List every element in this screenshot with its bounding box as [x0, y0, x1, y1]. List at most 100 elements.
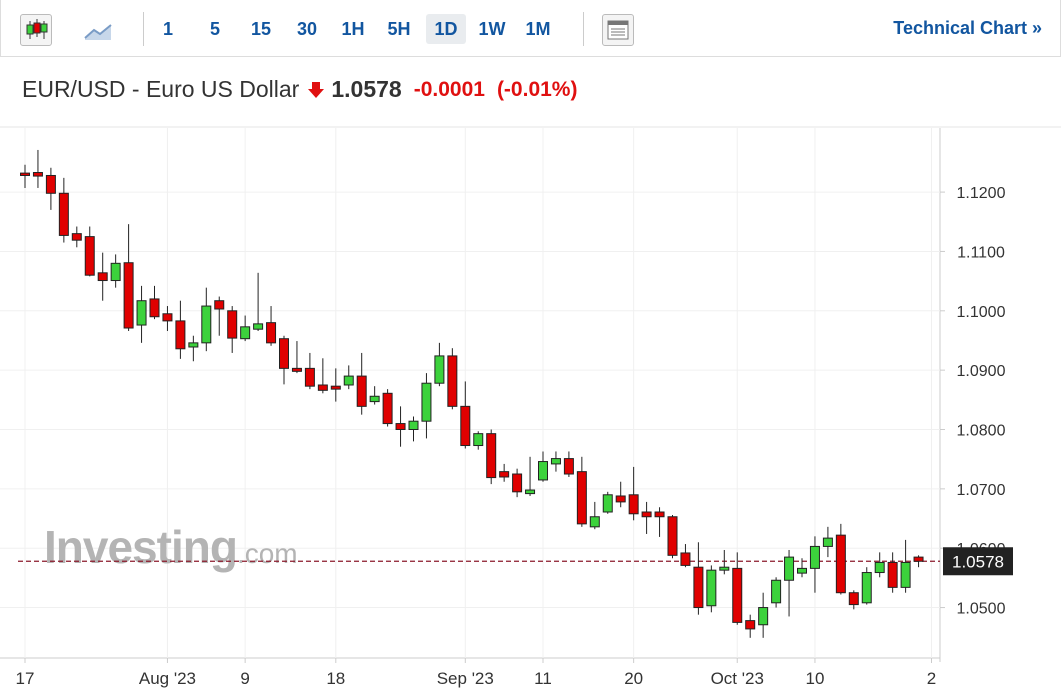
candle-body — [745, 620, 756, 630]
x-tick-label: 2 — [927, 669, 936, 688]
candle-body — [317, 384, 328, 391]
candle-body — [71, 233, 82, 241]
last-price: 1.0578 — [331, 76, 402, 102]
x-tick-label: 18 — [326, 669, 345, 688]
candle-body — [123, 262, 134, 329]
candle-body — [253, 323, 264, 330]
candle-body — [797, 567, 807, 574]
interval-button[interactable]: 15 — [250, 19, 272, 39]
candle-body — [32, 172, 43, 177]
candle-body — [291, 367, 302, 372]
candle-body — [550, 458, 561, 465]
candle-body — [58, 192, 69, 236]
candle-body — [343, 375, 354, 386]
candle-body — [809, 545, 820, 569]
candle-body — [602, 494, 613, 513]
candle-body — [654, 511, 665, 518]
candle-body — [201, 305, 212, 344]
candle-body — [356, 375, 367, 407]
candle-body — [913, 556, 924, 562]
candle-body — [136, 300, 147, 326]
quote-header: EUR/USD - Euro US Dollar 1.0578 -0.0001 … — [22, 76, 577, 103]
candle-body — [304, 367, 315, 387]
interval-button[interactable]: 1H — [341, 19, 365, 39]
candle-body — [473, 433, 484, 447]
candle-body — [175, 320, 186, 350]
y-tick-label: 1.0500 — [957, 601, 1006, 618]
table-icon[interactable] — [602, 14, 634, 46]
watermark: Investing.com — [44, 521, 298, 573]
area-icon[interactable] — [82, 14, 114, 46]
candle-body — [97, 272, 108, 282]
y-tick-label: 1.0600 — [957, 541, 1006, 558]
x-tick-label: Aug '23 — [139, 669, 196, 688]
candle-body — [706, 569, 717, 607]
candle-body — [408, 420, 419, 431]
interval-button[interactable]: 1W — [478, 19, 506, 39]
candle-body — [680, 552, 691, 566]
technical-chart-link[interactable]: Technical Chart » — [893, 18, 1042, 38]
last-price-label: 1.0578 — [952, 552, 1004, 571]
x-tick-label: 10 — [805, 669, 824, 688]
candle-body — [784, 556, 795, 581]
x-tick-label: 20 — [624, 669, 643, 688]
candle-body — [421, 382, 432, 422]
interval-button[interactable]: 1D — [426, 14, 466, 44]
price-change-percent: (-0.01%) — [496, 77, 578, 101]
candle-body — [861, 572, 872, 604]
watermark-brand: Investing — [44, 521, 237, 573]
candle-body — [266, 322, 277, 344]
candle-body — [447, 355, 458, 407]
interval-button[interactable]: 1M — [525, 19, 551, 39]
icon — [84, 24, 112, 40]
y-tick-label: 1.1000 — [957, 304, 1006, 321]
interval-button[interactable]: 30 — [296, 19, 318, 39]
candle-body — [563, 458, 574, 475]
y-tick-label: 1.1100 — [957, 244, 1005, 261]
x-tick-label: 11 — [534, 669, 552, 688]
candle-body — [162, 313, 173, 322]
x-tick-label: Sep '23 — [437, 669, 494, 688]
toolbar: 1 5 15 30 1H 5H 1D 1W 1M Technical Chart » — [0, 0, 1061, 57]
x-tick-label: 17 — [16, 669, 35, 688]
candle-body — [900, 561, 911, 588]
candle-body — [227, 310, 238, 339]
icon — [607, 20, 629, 40]
candle-body — [434, 355, 445, 384]
icon — [26, 19, 48, 39]
candle-body — [214, 300, 225, 310]
candle-body — [732, 567, 743, 623]
candle-body — [576, 471, 587, 525]
candle-body — [369, 395, 380, 403]
candle-body — [525, 489, 536, 495]
candle-body — [758, 607, 769, 626]
candle-body — [110, 262, 121, 282]
separator — [583, 12, 584, 46]
candle-body — [279, 338, 289, 369]
candle-body — [835, 534, 846, 594]
candle-body — [719, 566, 730, 571]
candle-body — [240, 326, 251, 340]
candle-body — [538, 461, 548, 481]
candle-body — [395, 423, 406, 431]
candle-body — [499, 471, 510, 478]
interval-button[interactable]: 1 — [162, 19, 173, 39]
down-arrow — [308, 81, 325, 98]
candlestick-icon[interactable] — [20, 14, 52, 46]
x-tick-label: 9 — [240, 669, 249, 688]
price-change: -0.0001 — [413, 77, 485, 101]
candle-body — [486, 433, 497, 479]
instrument-name: EUR/USD - Euro US Dollar — [22, 76, 300, 102]
candle-body — [188, 342, 199, 348]
y-tick-label: 1.0800 — [957, 423, 1006, 440]
interval-button[interactable]: 5H — [387, 19, 411, 39]
candle-body — [512, 473, 523, 493]
candle-body — [887, 561, 898, 588]
candle-body — [667, 516, 678, 556]
candle-body — [822, 537, 833, 547]
candle-body — [874, 561, 885, 574]
interval-button[interactable]: 5 — [209, 19, 220, 39]
y-tick-label: 1.0700 — [957, 482, 1006, 499]
watermark-suffix: .com — [237, 538, 298, 569]
